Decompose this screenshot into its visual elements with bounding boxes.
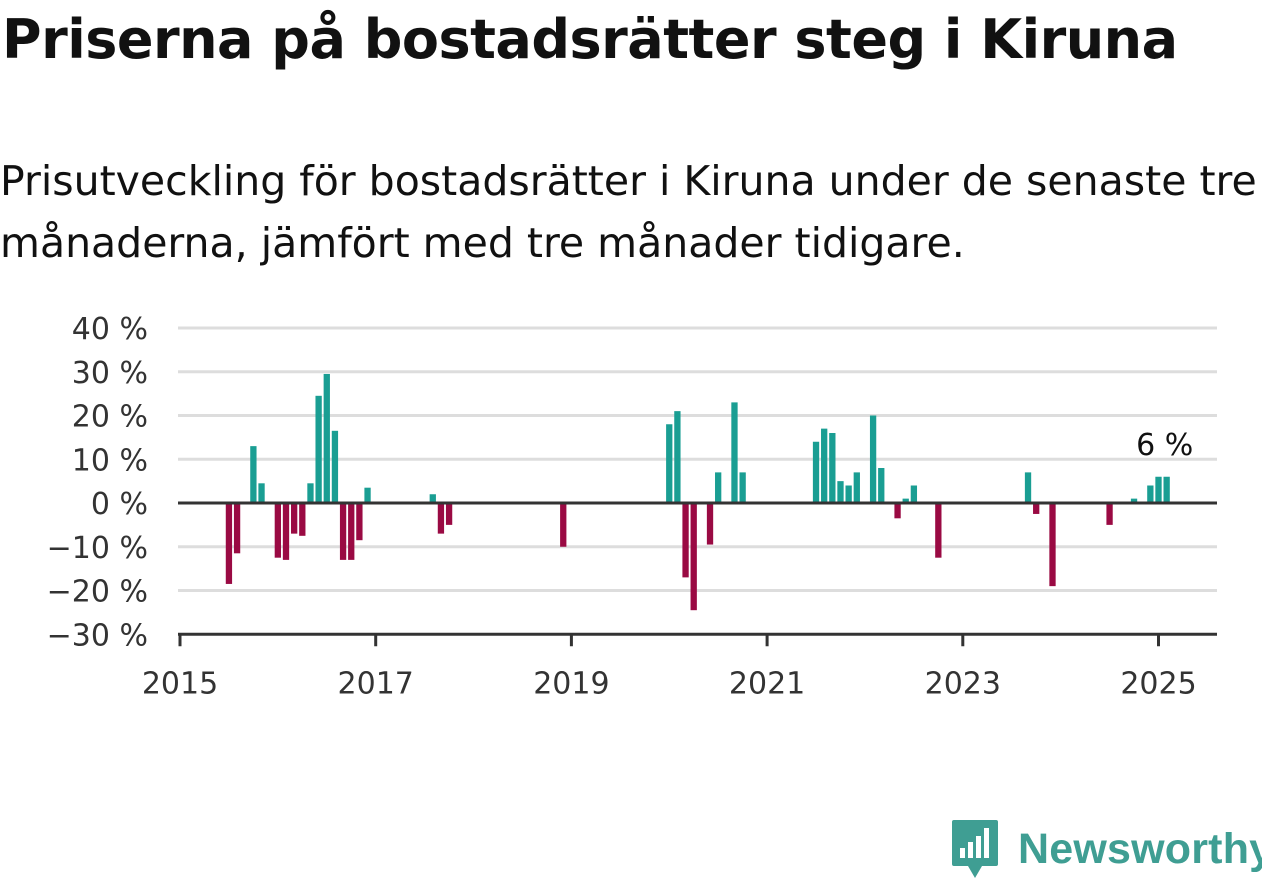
bar	[233, 503, 241, 554]
y-tick-label: −20 %	[47, 575, 148, 610]
bar	[560, 503, 567, 547]
chart-subtitle: Prisutveckling för bostadsrätter i Kirun…	[0, 157, 1257, 267]
x-tick-label: 2015	[142, 666, 218, 701]
bars	[225, 373, 1170, 611]
y-tick-label: −10 %	[47, 531, 148, 566]
newsworthy-logo: Newsworthy	[950, 818, 1262, 880]
bar	[437, 503, 445, 534]
bar	[690, 503, 697, 611]
bar	[869, 415, 877, 503]
bar	[282, 503, 290, 560]
bar	[445, 503, 453, 525]
tick-labels: 40 % 30 % 20 % 10 % 0 % −10 % −20 % −30 % 2015 20…	[47, 312, 1197, 701]
bar	[812, 441, 820, 503]
bar	[682, 503, 689, 578]
bar	[323, 373, 330, 503]
bar	[1155, 476, 1162, 503]
bar	[935, 503, 942, 558]
bar	[821, 428, 828, 504]
bar	[902, 498, 909, 504]
bar	[274, 503, 281, 558]
bar	[315, 395, 322, 503]
bar	[429, 494, 436, 503]
bar	[1147, 485, 1154, 503]
x-tick-label: 2017	[338, 666, 414, 701]
bar	[845, 485, 852, 503]
bar	[356, 503, 363, 541]
bar	[910, 485, 918, 503]
x-tick-label: 2025	[1120, 666, 1196, 701]
bar-chart: 40 % 30 % 20 % 10 % 0 % −10 % −20 % −30 % 2015 20…	[47, 312, 1217, 701]
y-tick-label: 10 %	[72, 443, 148, 478]
x-tick-label: 2021	[729, 666, 805, 701]
bar	[666, 424, 673, 503]
bar	[258, 483, 265, 503]
y-tick-label: 30 %	[72, 356, 148, 391]
bar	[1163, 476, 1170, 503]
x-tick-label: 2019	[533, 666, 609, 701]
x-tick-label: 2023	[925, 666, 1001, 701]
value-annotation: 6 %	[1136, 428, 1193, 463]
bar	[878, 468, 885, 503]
bar	[1106, 503, 1113, 525]
bar	[837, 481, 844, 504]
newsworthy-logo-icon	[952, 820, 998, 878]
bar	[715, 472, 722, 504]
bar	[348, 503, 355, 560]
bar	[1024, 472, 1032, 504]
y-tick-label: 0 %	[91, 487, 148, 522]
bar	[331, 430, 339, 503]
bar	[1049, 503, 1056, 587]
bar	[853, 472, 860, 504]
bar	[1033, 503, 1040, 514]
bar	[339, 503, 347, 560]
y-tick-label: −30 %	[47, 618, 148, 653]
bar	[307, 483, 314, 503]
y-tick-label: 20 %	[72, 400, 148, 435]
bar	[674, 411, 681, 504]
bar	[225, 503, 233, 584]
bar	[291, 503, 298, 534]
bar	[706, 503, 714, 545]
bar	[829, 433, 836, 503]
bar	[250, 446, 257, 504]
bar	[894, 503, 901, 519]
bar	[299, 503, 306, 536]
axes	[178, 501, 1217, 647]
bar	[1130, 498, 1138, 504]
newsworthy-logo-text: Newsworthy	[1018, 824, 1262, 873]
bar	[364, 487, 371, 503]
chart-title: Priserna på bostadsrätter steg i Kiruna	[2, 8, 1178, 71]
bar	[739, 472, 746, 504]
bar	[731, 402, 738, 504]
y-tick-label: 40 %	[72, 312, 148, 347]
